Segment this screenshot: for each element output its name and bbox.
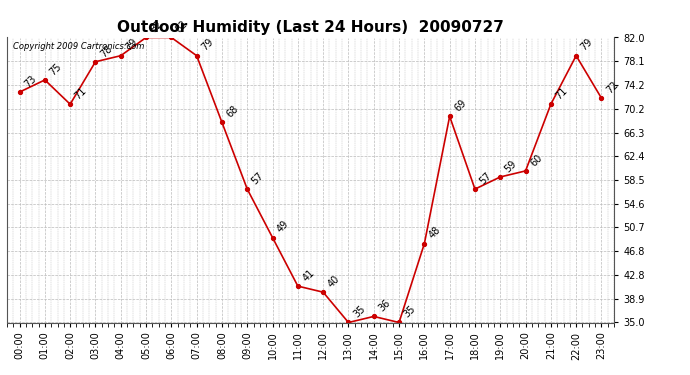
Text: 49: 49 bbox=[275, 219, 291, 235]
Text: 57: 57 bbox=[250, 170, 266, 186]
Text: 60: 60 bbox=[529, 152, 544, 168]
Text: 72: 72 bbox=[604, 80, 620, 95]
Text: 48: 48 bbox=[427, 225, 443, 241]
Text: 79: 79 bbox=[124, 37, 139, 53]
Text: 57: 57 bbox=[477, 170, 493, 186]
Text: 69: 69 bbox=[453, 98, 468, 114]
Text: 71: 71 bbox=[553, 86, 569, 101]
Title: Outdoor Humidity (Last 24 Hours)  20090727: Outdoor Humidity (Last 24 Hours) 2009072… bbox=[117, 20, 504, 35]
Text: 82: 82 bbox=[174, 19, 190, 35]
Text: 78: 78 bbox=[98, 43, 114, 59]
Text: 36: 36 bbox=[377, 298, 392, 314]
Text: 41: 41 bbox=[301, 268, 316, 284]
Text: 79: 79 bbox=[199, 37, 215, 53]
Text: 73: 73 bbox=[22, 74, 38, 89]
Text: 35: 35 bbox=[351, 304, 367, 320]
Text: 75: 75 bbox=[48, 61, 63, 77]
Text: 71: 71 bbox=[73, 86, 89, 101]
Text: 40: 40 bbox=[326, 274, 342, 290]
Text: 35: 35 bbox=[402, 304, 417, 320]
Text: 82: 82 bbox=[149, 19, 165, 35]
Text: Copyright 2009 Cartronics.com: Copyright 2009 Cartronics.com bbox=[13, 42, 144, 51]
Text: 59: 59 bbox=[503, 158, 519, 174]
Text: 68: 68 bbox=[225, 104, 240, 120]
Text: 79: 79 bbox=[579, 37, 595, 53]
